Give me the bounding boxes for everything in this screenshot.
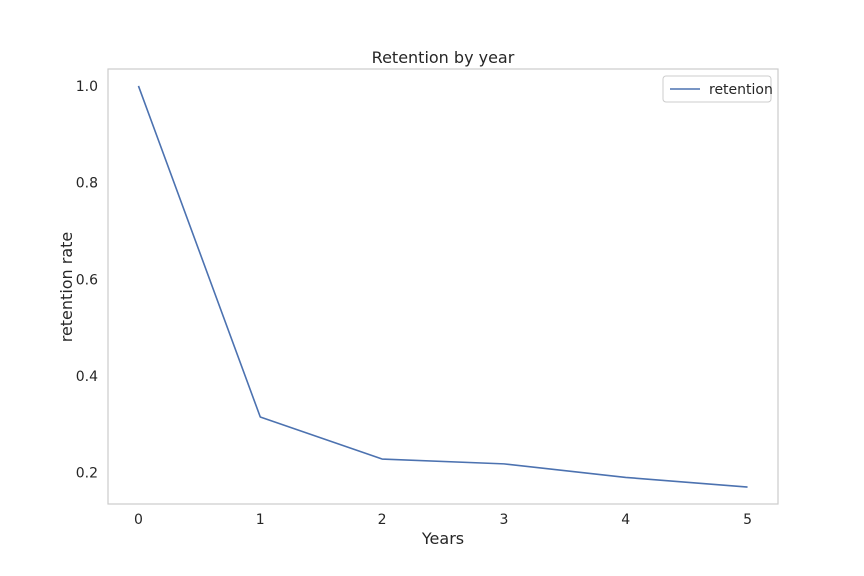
y-tick-label: 0.8 bbox=[76, 176, 98, 192]
legend-box bbox=[662, 75, 772, 103]
chart-title: Retention by year bbox=[372, 48, 515, 67]
series-line-retention bbox=[137, 85, 748, 488]
y-axis-ticks: 0.2 0.4 0.6 0.8 1.0 bbox=[76, 79, 98, 482]
y-axis-title: retention rate bbox=[57, 232, 76, 343]
y-tick-label: 0.4 bbox=[76, 369, 98, 385]
x-tick-label: 0 bbox=[134, 512, 143, 528]
series-layer bbox=[137, 85, 748, 488]
x-tick-label: 4 bbox=[621, 512, 630, 528]
x-axis-ticks: 0 1 2 3 4 5 bbox=[134, 512, 752, 528]
x-tick-label: 3 bbox=[499, 512, 508, 528]
x-axis-title: Years bbox=[421, 529, 464, 548]
y-tick-label: 0.6 bbox=[76, 272, 98, 288]
x-tick-label: 5 bbox=[743, 512, 752, 528]
y-tick-label: 1.0 bbox=[76, 79, 98, 95]
plot-area-frame bbox=[107, 68, 779, 505]
x-tick-label: 2 bbox=[378, 512, 387, 528]
legend: retention bbox=[662, 75, 773, 103]
x-tick-label: 1 bbox=[256, 512, 265, 528]
y-tick-label: 0.2 bbox=[76, 466, 98, 482]
legend-label-retention: retention bbox=[709, 82, 773, 98]
